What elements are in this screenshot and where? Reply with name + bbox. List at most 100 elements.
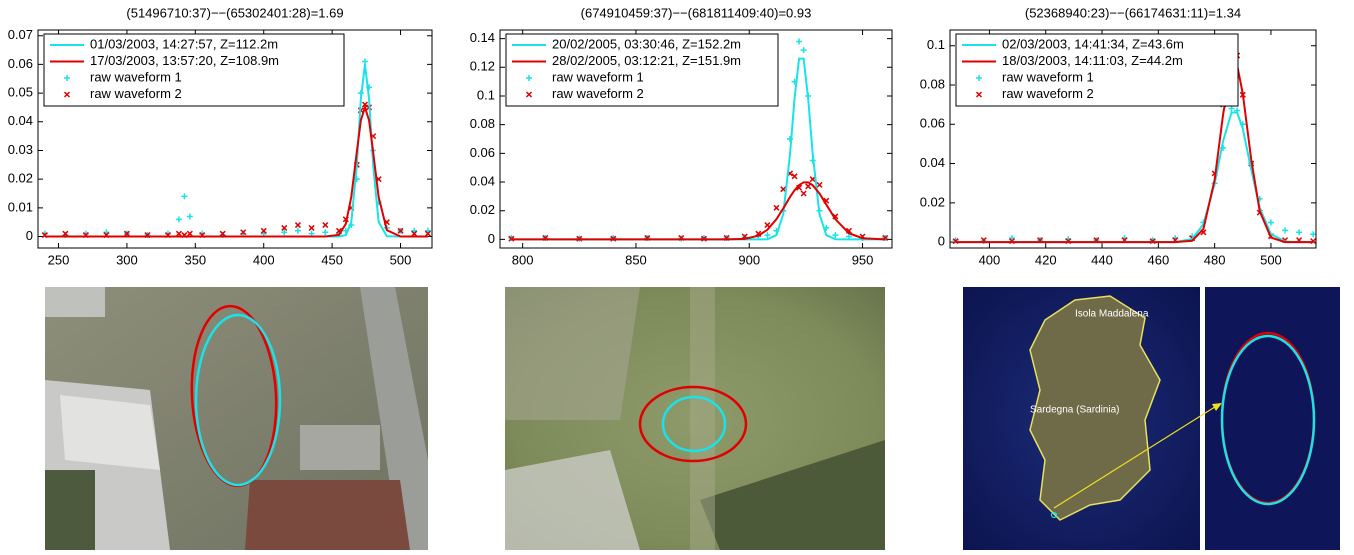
raw-point [175, 216, 182, 223]
y-tick-label: 0.02 [920, 194, 945, 209]
y-tick-label: 0.04 [8, 113, 33, 128]
y-tick-label: 0.1 [477, 87, 495, 102]
raw-point [322, 222, 329, 229]
x-tick-label: 850 [625, 252, 647, 267]
raw-point [773, 204, 780, 211]
chart-title: (674910459:37)−−(681811409:40)=0.93 [581, 5, 812, 20]
raw-point [1228, 105, 1235, 112]
raw-point [294, 222, 301, 229]
legend-label: raw waveform 1 [1002, 69, 1094, 84]
aerial-image-1 [45, 287, 428, 550]
x-tick-label: 450 [321, 252, 343, 267]
raw-point [1296, 229, 1303, 236]
x-tick-label: 500 [390, 252, 412, 267]
legend-label: raw waveform 2 [1002, 86, 1094, 101]
legend-box [43, 33, 345, 107]
legend-marker [976, 75, 982, 81]
legend-box [505, 33, 779, 107]
legend-box [955, 33, 1239, 107]
plot-marks [952, 44, 1316, 245]
legend-label: raw waveform 2 [552, 86, 644, 101]
x-tick-label: 250 [48, 252, 70, 267]
legend-label: raw waveform 1 [552, 69, 644, 84]
raw-point [240, 229, 247, 236]
axes-frame [949, 29, 1317, 249]
axes-frame [37, 29, 433, 249]
axes-frame [499, 29, 893, 249]
legend-label: raw waveform 2 [90, 86, 182, 101]
y-tick-label: 0 [488, 231, 495, 246]
x-tick-label: 950 [852, 252, 874, 267]
raw-point [805, 183, 812, 190]
y-tick-label: 0 [26, 228, 33, 243]
y-tick-label: 0.06 [470, 145, 495, 160]
legend-label: 17/03/2003, 13:57:20, Z=108.9m [90, 53, 279, 68]
y-tick-label: 0.06 [8, 56, 33, 71]
y-tick-label: 0.01 [8, 199, 33, 214]
x-tick-label: 800 [512, 252, 534, 267]
raw-point [411, 230, 418, 237]
legend-label: 18/03/2003, 14:11:03, Z=44.2m [1002, 53, 1183, 68]
legend-marker [64, 75, 70, 81]
raw-point [424, 230, 431, 237]
y-tick-label: 0.02 [470, 202, 495, 217]
raw-point [1267, 219, 1274, 226]
x-tick-label: 350 [184, 252, 206, 267]
x-tick-label: 440 [1091, 252, 1113, 267]
fit-line [955, 64, 1314, 244]
y-tick-label: 0.04 [470, 173, 495, 188]
legend-label: 01/03/2003, 14:27:57, Z=112.2m [90, 36, 278, 51]
x-tick-label: 400 [979, 252, 1001, 267]
y-tick-label: 0.12 [470, 59, 495, 74]
raw-point [397, 227, 404, 234]
raw-point [832, 232, 839, 239]
legend-label: 28/02/2005, 03:12:21, Z=151.9m [552, 53, 741, 68]
legend-marker [526, 75, 532, 81]
raw-point [294, 227, 301, 234]
y-tick-label: 0.03 [8, 142, 33, 157]
legend-label: raw waveform 1 [90, 69, 182, 84]
x-tick-label: 400 [253, 252, 275, 267]
map-image: Isola Maddalena Sardegna (Sardinia) [963, 287, 1340, 550]
plot-marks [508, 38, 889, 242]
raw-point [816, 181, 823, 188]
y-tick-label: 0.06 [920, 116, 945, 131]
y-tick-label: 0 [938, 234, 945, 249]
map-label: Isola Maddalena [1075, 309, 1149, 320]
map-label: Sardegna (Sardinia) [1030, 405, 1120, 416]
raw-point [260, 227, 267, 234]
raw-point [764, 232, 771, 239]
raw-point [1282, 227, 1289, 234]
y-tick-label: 0.08 [920, 76, 945, 91]
x-tick-label: 420 [1035, 252, 1057, 267]
raw-point [1310, 231, 1316, 238]
fit-line [511, 181, 886, 241]
y-tick-label: 0.07 [8, 27, 33, 42]
legend-marker [63, 91, 71, 98]
legend-marker [525, 91, 533, 98]
raw-point [800, 190, 807, 197]
chart-title: (51496710:37)−−(65302401:28)=1.69 [126, 5, 343, 20]
legend-label: 20/02/2005, 03:30:46, Z=152.2m [552, 36, 741, 51]
raw-point [62, 230, 69, 237]
raw-point [123, 230, 130, 237]
raw-point [186, 230, 193, 237]
raw-point [308, 224, 315, 231]
raw-point [791, 173, 798, 180]
raw-point [281, 224, 288, 231]
x-tick-label: 500 [1260, 252, 1282, 267]
raw-point [175, 230, 182, 237]
y-tick-label: 0.08 [470, 116, 495, 131]
plot-marks [41, 58, 431, 239]
x-tick-label: 480 [1204, 252, 1226, 267]
raw-point [181, 193, 188, 200]
legend-marker [975, 91, 983, 98]
raw-point [800, 47, 807, 54]
fit-line [44, 104, 428, 238]
raw-point [361, 58, 368, 65]
raw-point [796, 38, 803, 45]
x-tick-label: 300 [116, 252, 138, 267]
y-tick-label: 0.05 [8, 85, 33, 100]
y-tick-label: 0.14 [470, 30, 495, 45]
